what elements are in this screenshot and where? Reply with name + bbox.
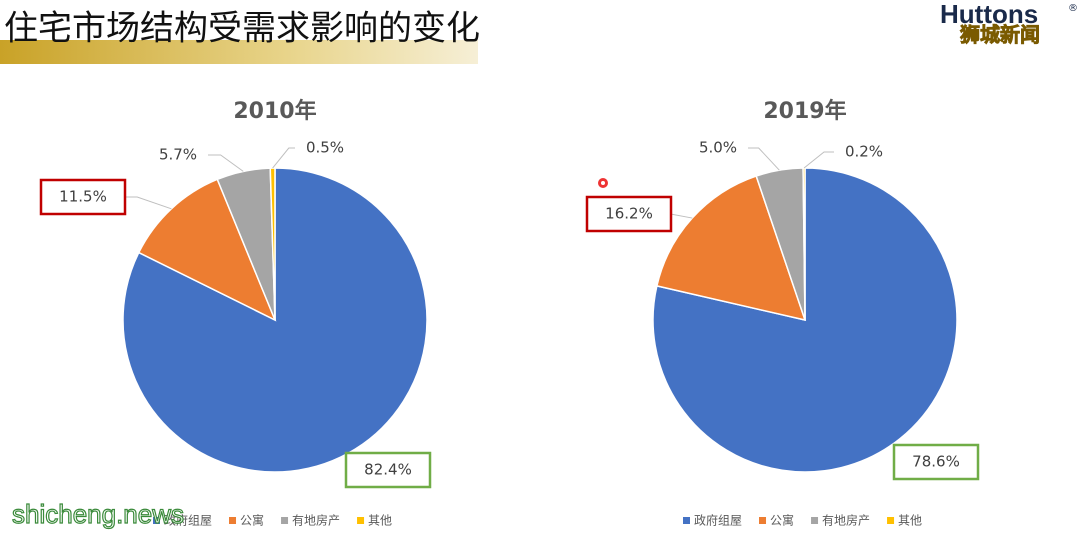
legend-swatch [887, 517, 895, 524]
legend-swatch [683, 517, 690, 524]
slide-title: 住宅市场结构受需求影响的变化 [4, 9, 480, 49]
legend-swatch [281, 517, 289, 524]
pie-slice [269, 167, 276, 321]
label-frame [585, 195, 673, 233]
legend-label: 政府组屋 [164, 513, 212, 528]
pie-title: 2010年 [233, 98, 316, 124]
legend-label: 政府组屋 [694, 513, 742, 528]
legend-label: 其他 [368, 514, 392, 528]
value-label: 5.7% [159, 146, 197, 164]
logo-mark: ® [1068, 3, 1078, 14]
label-frame [892, 443, 980, 481]
watermark: shicheng.news [12, 499, 184, 529]
label-frame [39, 178, 127, 216]
title-bar [0, 40, 478, 64]
legend-swatch [357, 517, 365, 524]
label-frame [344, 451, 432, 489]
logo: Huttons [940, 0, 1038, 29]
value-label: 78.6% [912, 453, 960, 471]
legend-label: 公寓 [240, 513, 264, 528]
leader-line [803, 151, 834, 169]
legend-label: 有地房产 [822, 513, 870, 528]
legend-label: 公寓 [770, 513, 794, 528]
cursor-dot-center [601, 181, 605, 185]
pie-slice [137, 178, 277, 322]
legend-swatch [759, 517, 767, 524]
badge: 狮城新闻 [960, 23, 1040, 47]
value-label: 16.2% [605, 205, 653, 223]
legend-label: 其他 [898, 514, 922, 528]
value-label: 0.2% [845, 143, 883, 161]
leader-line [272, 147, 295, 169]
leader-line [208, 154, 244, 172]
leader-line [748, 147, 780, 171]
legend-swatch [229, 517, 237, 524]
legend-label: 有地房产 [292, 513, 340, 528]
legend-swatch [153, 517, 160, 524]
value-label: 0.5% [306, 139, 344, 157]
value-label: 5.0% [699, 139, 737, 157]
value-label: 82.4% [364, 461, 412, 479]
value-label: 11.5% [59, 188, 107, 206]
pie-title: 2019年 [763, 98, 846, 124]
legend-swatch [811, 517, 819, 524]
